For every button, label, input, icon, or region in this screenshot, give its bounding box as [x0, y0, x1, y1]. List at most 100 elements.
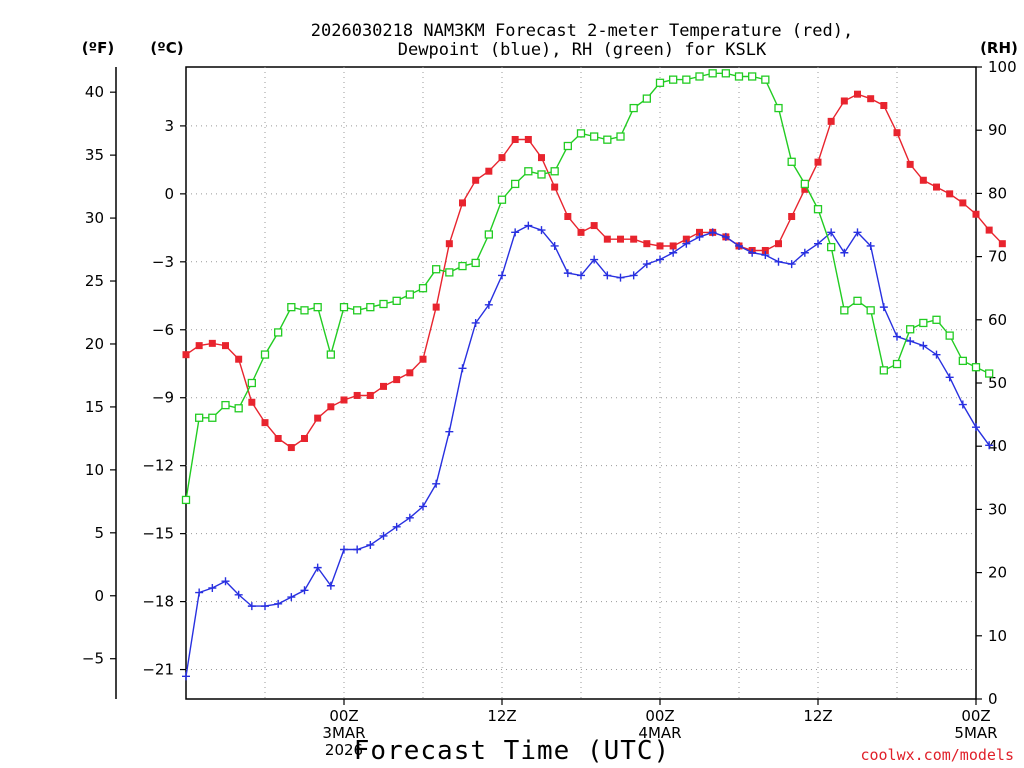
dewpoint-point	[603, 271, 612, 280]
rh-tick-label: 80	[988, 184, 1007, 202]
temperature-point	[551, 183, 559, 191]
dewpoint-point	[985, 441, 994, 450]
rh-tick-label: 100	[988, 58, 1017, 76]
temperature-point	[406, 369, 414, 377]
dewpoint-point	[261, 602, 269, 611]
rh-point	[418, 284, 428, 293]
temperature-point	[814, 158, 822, 166]
rh-point	[274, 328, 283, 337]
fahrenheit-tick-label: 15	[85, 398, 104, 416]
temperature-point	[380, 382, 387, 390]
rh-point	[919, 318, 928, 328]
dewpoint-point	[695, 232, 704, 241]
temperature-point	[235, 355, 243, 363]
dewpoint-point	[379, 531, 388, 540]
dewpoint-point	[313, 563, 322, 572]
dewpoint-point	[735, 241, 743, 250]
celsius-tick-label: 3	[164, 117, 174, 135]
fahrenheit-tick-label: 0	[94, 587, 104, 605]
x-tick-label: 00Z	[961, 707, 990, 725]
rh-point	[892, 359, 902, 369]
dewpoint-point	[353, 545, 362, 554]
fahrenheit-tick-label: 40	[85, 83, 104, 101]
dewpoint-point	[761, 251, 770, 260]
celsius-tick-label: −15	[142, 525, 174, 543]
dewpoint-point	[208, 584, 217, 593]
rh-tick-label: 30	[988, 500, 1007, 518]
temperature-point	[314, 414, 322, 422]
rh-point	[563, 141, 572, 151]
dewpoint-point	[405, 513, 414, 522]
temperature-point	[669, 242, 677, 250]
rh-point	[985, 369, 994, 378]
dewpoint-point	[893, 332, 901, 341]
temperature-point	[854, 90, 861, 98]
rh-tick-label: 0	[988, 690, 998, 708]
rh-point	[748, 72, 757, 81]
rh-point	[326, 350, 335, 359]
rh-point	[353, 306, 362, 315]
dewpoint-point	[919, 341, 928, 350]
temperature-point	[538, 154, 545, 162]
rh-point	[642, 94, 651, 103]
celsius-tick-label: −18	[142, 593, 174, 611]
temperature-point	[472, 176, 480, 184]
fahrenheit-axis-label: (ºF)	[82, 39, 114, 57]
temperature-point	[946, 190, 954, 198]
rh-point	[234, 404, 243, 413]
temperature-point	[261, 419, 269, 427]
rh-point	[445, 268, 454, 277]
temperature-point	[498, 154, 506, 162]
rh-point	[669, 75, 678, 84]
rh-point	[339, 303, 349, 312]
temperature-point	[617, 235, 624, 243]
credit-text: coolwx.com/models	[860, 746, 1014, 764]
dewpoint-point	[445, 427, 454, 436]
rh-tick-label: 10	[988, 627, 1007, 645]
rh-point	[932, 315, 941, 324]
data-series	[181, 69, 1006, 681]
rh-point	[247, 378, 256, 388]
dewpoint-point	[853, 228, 862, 237]
fahrenheit-tick-label: 20	[85, 335, 104, 353]
temperature-point	[485, 167, 493, 175]
temperature-point	[577, 228, 585, 236]
rh-point	[405, 290, 414, 299]
dewpoint-point	[182, 672, 190, 681]
dewpoint-point	[945, 373, 954, 382]
dewpoint-point	[234, 590, 243, 599]
rh-point	[840, 306, 849, 315]
rh-point	[195, 413, 204, 422]
dewpoint-point	[287, 593, 296, 602]
x-axis-title: Forecast Time (UTC)	[354, 736, 670, 766]
rh-point	[734, 72, 744, 81]
temperature-point	[248, 398, 256, 406]
dewpoint-point	[326, 581, 335, 590]
dewpoint-point	[656, 255, 664, 264]
rh-point	[260, 350, 270, 359]
fahrenheit-tick-label: 30	[85, 209, 104, 227]
rh-point	[300, 306, 309, 315]
rh-point	[958, 356, 967, 366]
rh-point	[774, 103, 783, 113]
dewpoint-point	[972, 423, 980, 432]
temperature-point	[656, 242, 664, 250]
rh-point	[853, 296, 862, 305]
celsius-tick-label: −21	[142, 661, 174, 679]
dewpoint-point	[366, 540, 375, 549]
temperature-point	[590, 222, 598, 230]
celsius-tick-label: −12	[142, 457, 174, 475]
dewpoint-point	[682, 239, 691, 248]
temperature-point	[445, 240, 453, 248]
dewpoint-point	[577, 271, 585, 280]
rh-point	[590, 132, 599, 141]
grid-lines	[186, 67, 976, 699]
temperature-point	[643, 240, 651, 248]
temperature-point	[972, 210, 980, 218]
temperature-point	[432, 303, 440, 311]
dewpoint-point	[300, 586, 309, 595]
rh-axis-label: (RH)	[980, 39, 1018, 57]
dewpoint-point	[471, 318, 480, 327]
rh-point	[432, 265, 441, 274]
dewpoint-point	[814, 239, 822, 248]
